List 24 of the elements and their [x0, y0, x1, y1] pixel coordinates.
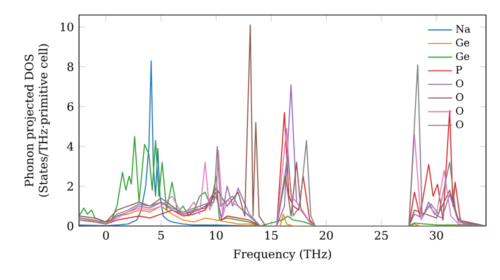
- legend-label: O: [456, 106, 464, 115]
- legend-label: O: [456, 80, 464, 88]
- x-tick-label: 5: [158, 230, 164, 240]
- legend-label: Na: [456, 25, 470, 33]
- x-axis-title: Frequency (THz): [234, 249, 332, 261]
- y-axis-title: Phonon projected DOS (States/THz·primitive cell): [24, 44, 50, 197]
- y-tick-label: 6: [67, 102, 74, 111]
- legend-label: Ge: [456, 52, 470, 60]
- legend-label: O: [456, 120, 464, 128]
- y-tick-label: 0: [67, 222, 74, 230]
- x-tick-label: 15: [265, 230, 278, 240]
- y-tick-label: 4: [67, 142, 74, 151]
- x-tick-label: 10: [210, 230, 223, 240]
- legend-label: O: [456, 93, 464, 101]
- y-tick-label: 2: [67, 182, 73, 190]
- legend-label: Ge: [456, 38, 470, 46]
- x-tick-label: 30: [430, 230, 443, 240]
- x-tick-label: 25: [374, 230, 388, 240]
- x-tick-label: 0: [103, 230, 109, 240]
- line-series: [79, 24, 486, 226]
- x-tick-label: 20: [320, 230, 333, 240]
- y-tick-label: 8: [67, 62, 74, 72]
- legend-label: P: [456, 66, 462, 74]
- y-tick-label: 10: [60, 22, 74, 32]
